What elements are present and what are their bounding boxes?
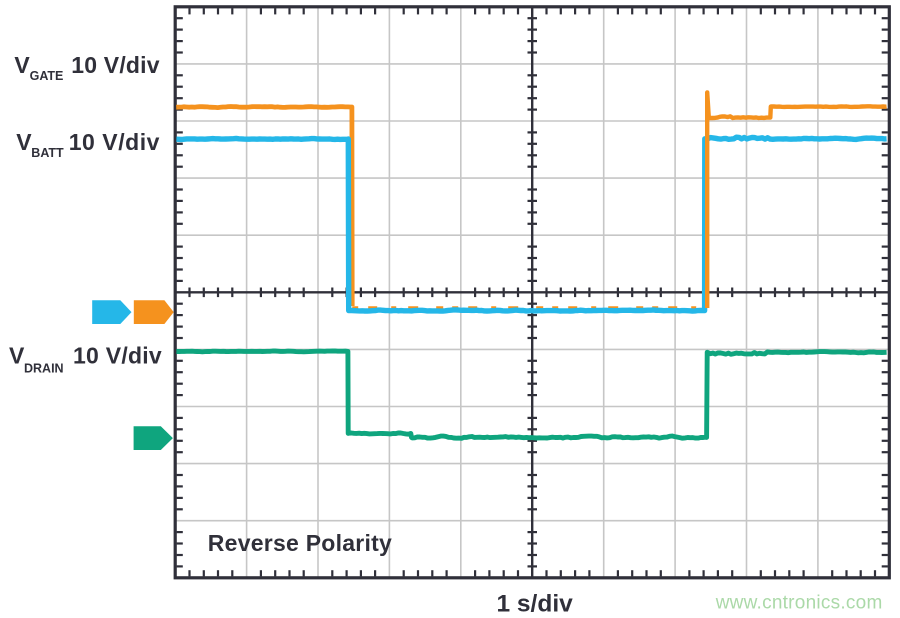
svg-text:10 V/div: 10 V/div xyxy=(69,129,160,155)
svg-text:10 V/div: 10 V/div xyxy=(73,343,162,369)
svg-text:Reverse Polarity: Reverse Polarity xyxy=(208,530,392,556)
svg-text:GATE: GATE xyxy=(30,69,64,83)
svg-text:V: V xyxy=(14,52,30,78)
svg-text:DRAIN: DRAIN xyxy=(24,362,64,376)
svg-text:10 V/div: 10 V/div xyxy=(71,52,159,78)
svg-text:1 s/div: 1 s/div xyxy=(497,591,574,618)
svg-text:V: V xyxy=(9,343,25,369)
svg-text:BATT: BATT xyxy=(31,146,64,160)
svg-text:V: V xyxy=(16,129,32,155)
svg-text:www.cntronics.com: www.cntronics.com xyxy=(715,593,883,614)
